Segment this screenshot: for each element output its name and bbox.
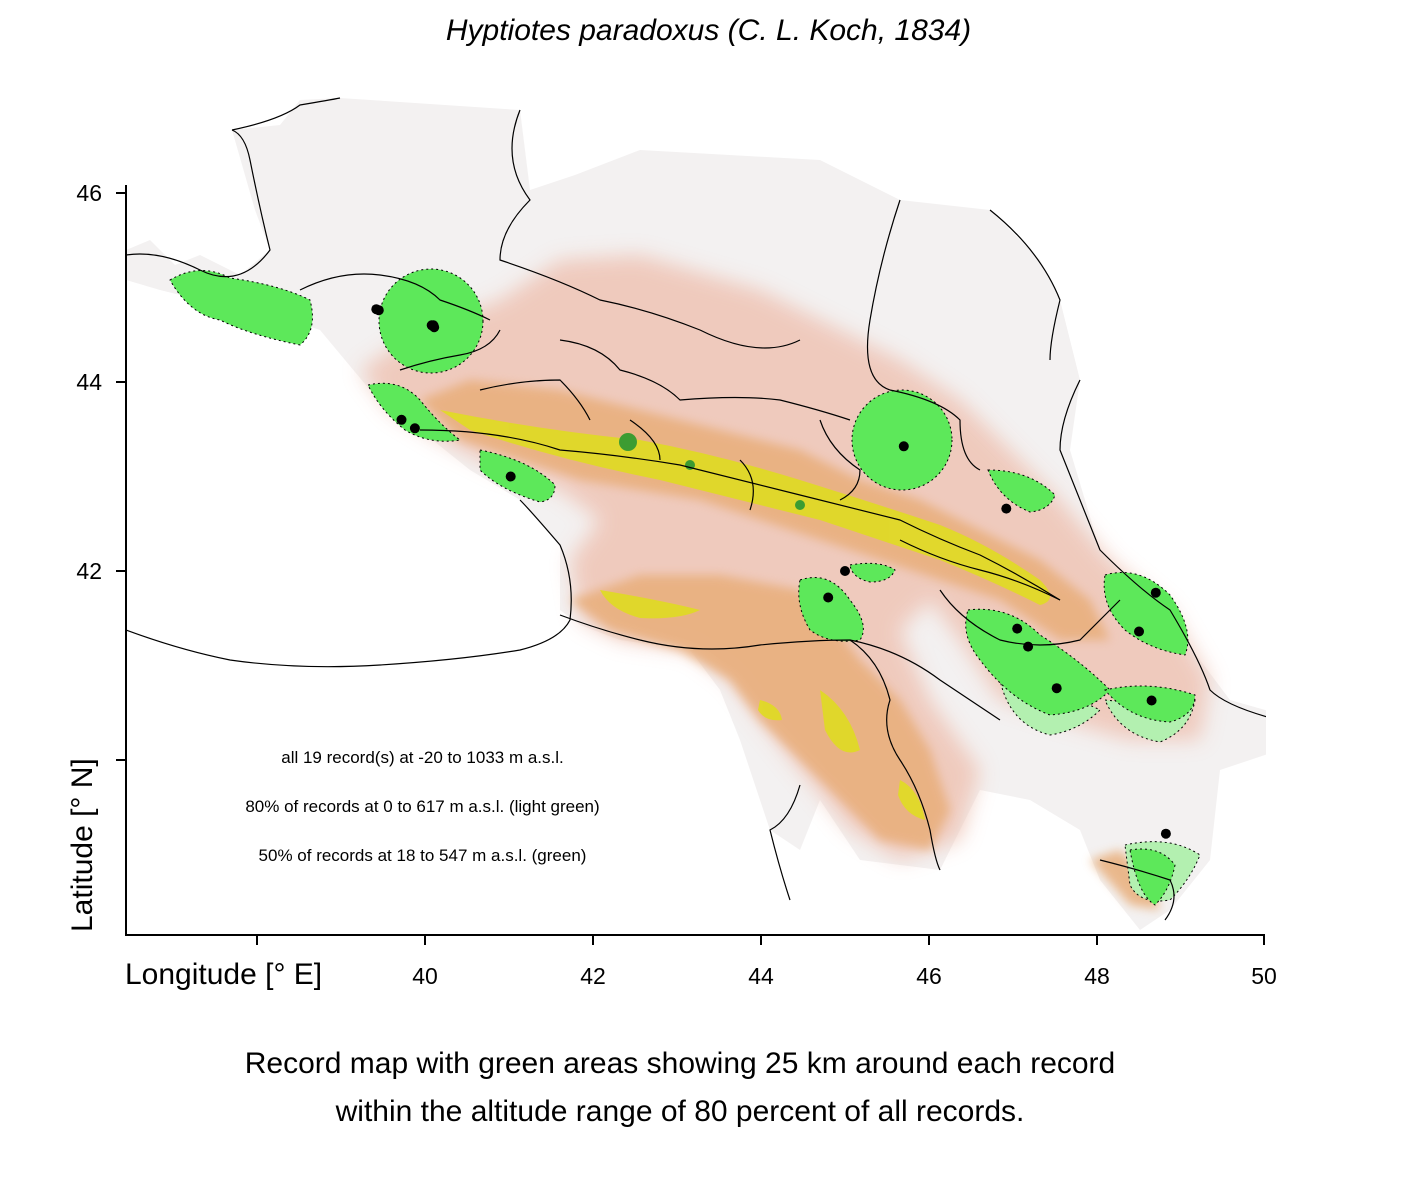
record-point	[898, 441, 909, 452]
x-tick-40: 40	[412, 963, 438, 989]
caption-line-1: Record map with green areas showing 25 k…	[244, 1047, 1116, 1080]
x-tick-42: 42	[580, 963, 606, 989]
record-point	[396, 414, 407, 425]
stats-80-percent: 80% of records at 0 to 617 m a.s.l. (lig…	[245, 797, 600, 816]
green-areas	[169, 268, 1196, 906]
stats-all-records: all 19 record(s) at -20 to 1033 m a.s.l.	[281, 748, 564, 767]
x-tick-48: 48	[1084, 963, 1110, 989]
record-point	[823, 592, 834, 603]
record-point	[1023, 641, 1034, 652]
y-tick-46: 46	[76, 180, 102, 206]
stats-50-percent: 50% of records at 18 to 547 m a.s.l. (gr…	[258, 846, 587, 865]
map-title: Hyptiotes paradoxus (C. L. Koch, 1834)	[445, 14, 972, 47]
high-ridges	[440, 410, 1050, 820]
record-point	[1012, 623, 1023, 634]
record-point	[1051, 683, 1062, 694]
caption-line-2: within the altitude range of 80 percent …	[335, 1095, 1025, 1128]
x-tick-50: 50	[1251, 963, 1277, 989]
x-tick-46: 46	[916, 963, 942, 989]
y-tick-42: 42	[76, 558, 102, 584]
x-tick-labels: 40 42 44 46 48 50	[412, 963, 1277, 989]
x-tick-44: 44	[748, 963, 774, 989]
axes	[116, 185, 1265, 945]
y-axis-title: Latitude [° N]	[66, 758, 99, 932]
record-point	[840, 566, 850, 576]
record-point	[505, 471, 516, 482]
record-point	[1150, 587, 1161, 598]
map-caption: Record map with green areas showing 25 k…	[60, 1040, 1300, 1136]
record-point	[373, 305, 384, 316]
record-point	[1160, 828, 1171, 839]
record-point	[1134, 626, 1144, 637]
record-point	[409, 423, 420, 434]
y-tick-44: 44	[76, 369, 102, 395]
mountain-zone	[420, 380, 1160, 910]
map-area	[126, 97, 1266, 930]
y-tick-labels: 46 44 42	[76, 180, 102, 584]
borders	[126, 97, 1266, 921]
record-point	[1146, 695, 1157, 706]
record-point	[429, 322, 440, 333]
record-points	[371, 304, 1171, 839]
record-point	[1001, 503, 1012, 514]
x-axis-title: Longitude [° E]	[125, 958, 323, 991]
